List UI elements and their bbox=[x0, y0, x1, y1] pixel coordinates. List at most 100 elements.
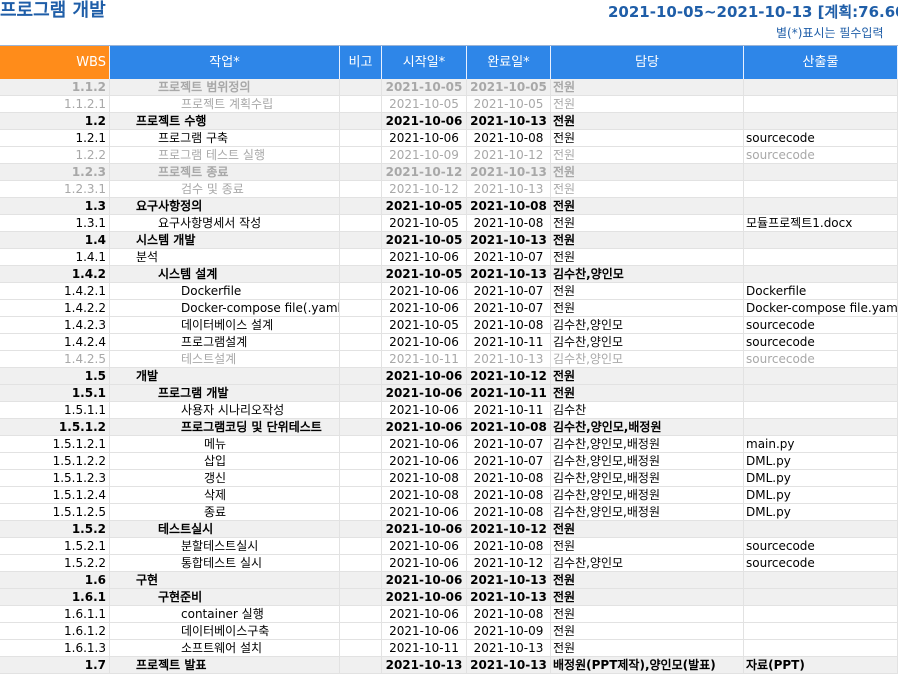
cell-task[interactable]: 구현 bbox=[110, 572, 340, 588]
cell-task[interactable]: 시스템 설계 bbox=[110, 266, 340, 282]
cell-owner[interactable]: 김수찬,양인모,배정원 bbox=[551, 436, 744, 452]
cell-wbs[interactable]: 1.5 bbox=[0, 368, 110, 384]
cell-end-date[interactable]: 2021-10-08 bbox=[467, 419, 551, 435]
cell-wbs[interactable]: 1.6.1 bbox=[0, 589, 110, 605]
cell-task[interactable]: 데이터베이스 설계 bbox=[110, 317, 340, 333]
cell-owner[interactable]: 김수찬,양인모,배정원 bbox=[551, 419, 744, 435]
cell-task[interactable]: 테스트실시 bbox=[110, 521, 340, 537]
cell-owner[interactable]: 전원 bbox=[551, 572, 744, 588]
cell-wbs[interactable]: 1.4.2.2 bbox=[0, 300, 110, 316]
cell-wbs[interactable]: 1.5.1.2 bbox=[0, 419, 110, 435]
cell-note[interactable] bbox=[340, 436, 382, 452]
cell-end-date[interactable]: 2021-10-08 bbox=[467, 538, 551, 554]
cell-start-date[interactable]: 2021-10-09 bbox=[382, 147, 467, 163]
cell-note[interactable] bbox=[340, 334, 382, 350]
header-note[interactable]: 비고 bbox=[340, 46, 382, 79]
cell-owner[interactable]: 전원 bbox=[551, 113, 744, 129]
cell-end-date[interactable]: 2021-10-12 bbox=[467, 521, 551, 537]
cell-wbs[interactable]: 1.1.2.1 bbox=[0, 96, 110, 112]
cell-output[interactable]: DML.py bbox=[744, 487, 898, 503]
cell-start-date[interactable]: 2021-10-06 bbox=[382, 436, 467, 452]
cell-end-date[interactable]: 2021-10-08 bbox=[467, 317, 551, 333]
cell-end-date[interactable]: 2021-10-07 bbox=[467, 300, 551, 316]
cell-end-date[interactable]: 2021-10-07 bbox=[467, 283, 551, 299]
cell-task[interactable]: 구현준비 bbox=[110, 589, 340, 605]
cell-wbs[interactable]: 1.5.1.1 bbox=[0, 402, 110, 418]
cell-start-date[interactable]: 2021-10-06 bbox=[382, 623, 467, 639]
cell-note[interactable] bbox=[340, 487, 382, 503]
cell-note[interactable] bbox=[340, 300, 382, 316]
cell-owner[interactable]: 전원 bbox=[551, 181, 744, 197]
cell-owner[interactable]: 김수찬 bbox=[551, 402, 744, 418]
cell-note[interactable] bbox=[340, 572, 382, 588]
cell-output[interactable]: 모듈프로젝트1.docx bbox=[744, 215, 898, 231]
cell-task[interactable]: Docker-compose file(.yaml) bbox=[110, 300, 340, 316]
cell-start-date[interactable]: 2021-10-05 bbox=[382, 266, 467, 282]
cell-start-date[interactable]: 2021-10-05 bbox=[382, 198, 467, 214]
cell-note[interactable] bbox=[340, 215, 382, 231]
cell-note[interactable] bbox=[340, 368, 382, 384]
cell-owner[interactable]: 전원 bbox=[551, 215, 744, 231]
cell-task[interactable]: 프로그램 테스트 실행 bbox=[110, 147, 340, 163]
cell-wbs[interactable]: 1.4.2.1 bbox=[0, 283, 110, 299]
cell-wbs[interactable]: 1.6.1.1 bbox=[0, 606, 110, 622]
cell-task[interactable]: 소프트웨어 설치 bbox=[110, 640, 340, 656]
cell-task[interactable]: 검수 및 종료 bbox=[110, 181, 340, 197]
cell-start-date[interactable]: 2021-10-08 bbox=[382, 487, 467, 503]
cell-output[interactable]: DML.py bbox=[744, 470, 898, 486]
cell-note[interactable] bbox=[340, 521, 382, 537]
cell-start-date[interactable]: 2021-10-05 bbox=[382, 232, 467, 248]
cell-end-date[interactable]: 2021-10-08 bbox=[467, 198, 551, 214]
cell-end-date[interactable]: 2021-10-08 bbox=[467, 504, 551, 520]
cell-note[interactable] bbox=[340, 453, 382, 469]
cell-end-date[interactable]: 2021-10-12 bbox=[467, 147, 551, 163]
cell-owner[interactable]: 전원 bbox=[551, 589, 744, 605]
cell-task[interactable]: 메뉴 bbox=[110, 436, 340, 452]
cell-wbs[interactable]: 1.2.3.1 bbox=[0, 181, 110, 197]
cell-task[interactable]: 갱신 bbox=[110, 470, 340, 486]
cell-wbs[interactable]: 1.1.2 bbox=[0, 79, 110, 95]
header-end-date[interactable]: 완료일* bbox=[467, 46, 551, 79]
cell-task[interactable]: 테스트설계 bbox=[110, 351, 340, 367]
cell-wbs[interactable]: 1.5.1.2.5 bbox=[0, 504, 110, 520]
cell-output[interactable]: Docker-compose file.yaml bbox=[746, 300, 898, 316]
cell-start-date[interactable]: 2021-10-06 bbox=[382, 572, 467, 588]
cell-wbs[interactable]: 1.3 bbox=[0, 198, 110, 214]
cell-owner[interactable]: 전원 bbox=[551, 640, 744, 656]
cell-wbs[interactable]: 1.4 bbox=[0, 232, 110, 248]
cell-note[interactable] bbox=[340, 470, 382, 486]
cell-note[interactable] bbox=[340, 402, 382, 418]
cell-task[interactable]: 요구사항정의 bbox=[110, 198, 340, 214]
cell-owner[interactable]: 김수찬,양인모,배정원 bbox=[551, 487, 744, 503]
cell-wbs[interactable]: 1.4.1 bbox=[0, 249, 110, 265]
cell-note[interactable] bbox=[340, 283, 382, 299]
cell-output[interactable]: DML.py bbox=[744, 453, 898, 469]
cell-note[interactable] bbox=[340, 640, 382, 656]
cell-note[interactable] bbox=[340, 198, 382, 214]
cell-end-date[interactable]: 2021-10-08 bbox=[467, 487, 551, 503]
cell-end-date[interactable]: 2021-10-11 bbox=[467, 402, 551, 418]
cell-wbs[interactable]: 1.2 bbox=[0, 113, 110, 129]
cell-end-date[interactable]: 2021-10-13 bbox=[467, 657, 551, 673]
cell-output[interactable]: sourcecode bbox=[744, 538, 898, 554]
cell-owner[interactable]: 전원 bbox=[551, 198, 744, 214]
cell-end-date[interactable]: 2021-10-09 bbox=[467, 623, 551, 639]
cell-output[interactable] bbox=[744, 521, 898, 537]
cell-end-date[interactable]: 2021-10-12 bbox=[467, 555, 551, 571]
cell-output[interactable] bbox=[744, 232, 898, 248]
cell-output[interactable] bbox=[744, 419, 898, 435]
cell-note[interactable] bbox=[340, 589, 382, 605]
cell-output[interactable] bbox=[744, 198, 898, 214]
cell-end-date[interactable]: 2021-10-08 bbox=[467, 606, 551, 622]
cell-wbs[interactable]: 1.5.1.2.2 bbox=[0, 453, 110, 469]
cell-start-date[interactable]: 2021-10-06 bbox=[382, 130, 467, 146]
cell-end-date[interactable]: 2021-10-07 bbox=[467, 249, 551, 265]
cell-wbs[interactable]: 1.5.1.2.3 bbox=[0, 470, 110, 486]
cell-task[interactable]: 분할테스트실시 bbox=[110, 538, 340, 554]
header-wbs[interactable]: WBS bbox=[0, 46, 110, 79]
cell-output[interactable]: sourcecode bbox=[744, 351, 898, 367]
cell-end-date[interactable]: 2021-10-07 bbox=[467, 453, 551, 469]
cell-task[interactable]: 프로젝트 수행 bbox=[110, 113, 340, 129]
cell-start-date[interactable]: 2021-10-11 bbox=[382, 640, 467, 656]
header-start-date[interactable]: 시작일* bbox=[382, 46, 467, 79]
